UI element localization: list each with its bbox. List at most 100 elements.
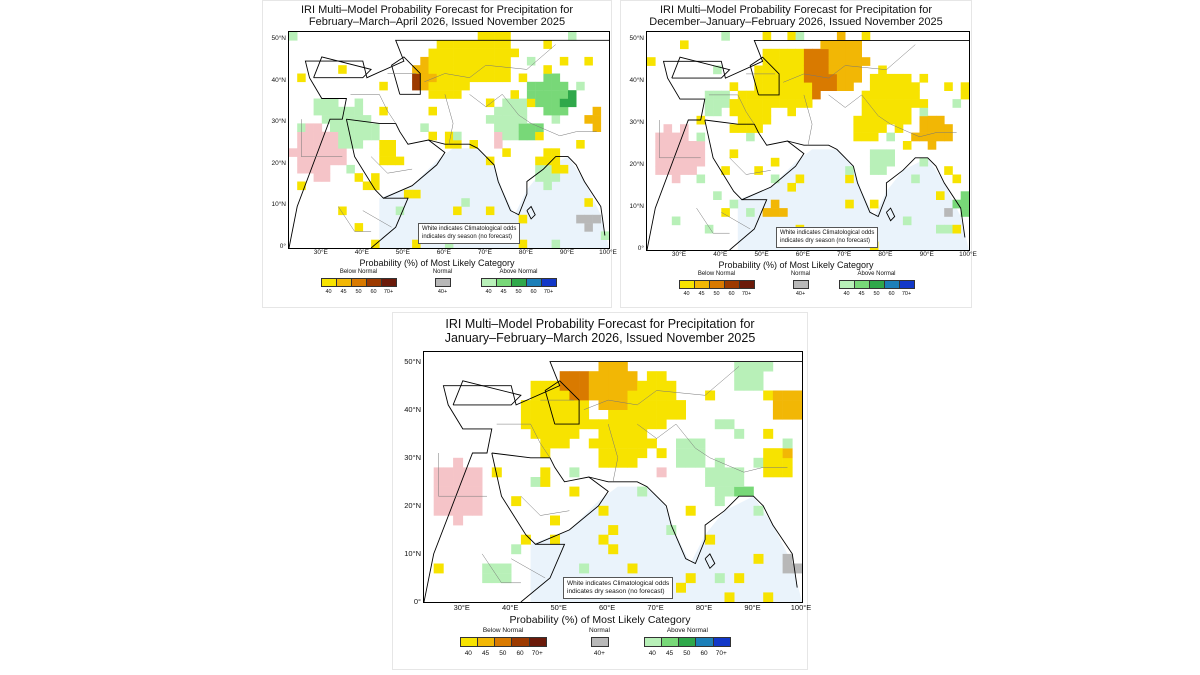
precipitation-map (288, 31, 610, 249)
longitude-label: 30°E (671, 251, 687, 258)
forecast-cell (472, 505, 483, 516)
forecast-cell (330, 148, 339, 157)
forecast-cell (787, 90, 796, 100)
climatology-note: White indicates Climatological odds indic… (776, 227, 879, 248)
forecast-cell (688, 149, 697, 159)
latitude-label: 50°N (271, 35, 286, 43)
forecast-cell (753, 361, 764, 372)
forecast-cell (502, 73, 511, 83)
forecast-cell (878, 90, 887, 100)
forecast-cell (853, 65, 862, 75)
forecast-cell (782, 400, 793, 410)
forecast-cell (608, 448, 619, 459)
panel-title-line2: December–January–February 2026, Issued N… (649, 16, 943, 28)
above-normal-swatch (869, 280, 885, 289)
forecast-cell (911, 90, 920, 100)
latitude-label: 0° (413, 597, 421, 606)
forecast-cell (754, 65, 763, 75)
forecast-cell (919, 107, 929, 117)
forecast-cell (770, 208, 780, 217)
forecast-cell (485, 65, 495, 74)
latitude-label: 20°N (629, 161, 644, 169)
forecast-cell (743, 486, 754, 497)
forecast-cell (461, 65, 470, 74)
legend-title: Probability (%) of Most Likely Category (718, 260, 874, 270)
forecast-cell (485, 115, 495, 124)
forecast-cell (379, 148, 388, 157)
latitude-label: 10°N (271, 201, 286, 209)
forecast-cell (551, 156, 561, 166)
forecast-cell (491, 467, 502, 478)
forecast-cell (453, 81, 462, 91)
forecast-cell (713, 65, 722, 75)
forecast-cell (491, 563, 502, 574)
longitude-label: 60°E (436, 249, 451, 256)
forecast-cell (520, 400, 531, 410)
forecast-cell (403, 189, 413, 199)
forecast-cell (763, 390, 774, 401)
normal-label: Normal (432, 269, 453, 275)
forecast-cell (729, 124, 739, 133)
above-normal-swatch (712, 637, 731, 648)
forecast-cell (656, 448, 667, 459)
forecast-cell (676, 448, 686, 459)
below-normal-swatch (476, 637, 496, 648)
forecast-cell (911, 174, 920, 184)
forecast-cell (608, 409, 619, 420)
forecast-cell (461, 81, 470, 91)
forecast-cell (617, 400, 628, 410)
forecast-cell (754, 99, 763, 108)
forecast-cell (944, 132, 953, 142)
forecast-cell (569, 467, 580, 478)
forecast-cell (936, 115, 945, 125)
panel-title-line1: IRI Multi–Model Probability Forecast for… (659, 4, 933, 16)
forecast-cell (362, 131, 372, 141)
forecast-cell (530, 390, 541, 401)
forecast-panel-fma: IRI Multi–Model Probability Forecast for… (262, 0, 617, 308)
above-normal-swatch (496, 278, 512, 287)
forecast-cell (936, 124, 945, 133)
forecast-cell (494, 65, 503, 74)
forecast-cell (792, 390, 802, 401)
forecast-cell (696, 149, 706, 159)
forecast-cell (637, 438, 648, 449)
forecast-cell (828, 82, 838, 91)
forecast-cell (695, 457, 706, 468)
forecast-cell (704, 224, 714, 234)
country-border (583, 366, 740, 410)
forecast-cell (762, 73, 772, 83)
coastline (452, 380, 522, 406)
forecast-cell (485, 32, 495, 41)
forecast-cell (518, 214, 528, 224)
forecast-cell (485, 56, 495, 66)
above-normal-tick: 60 (700, 650, 708, 657)
forecast-cell (763, 457, 774, 468)
forecast-cell (828, 65, 838, 75)
forecast-cell (469, 48, 478, 58)
forecast-cell (330, 131, 339, 141)
forecast-cell (491, 573, 502, 584)
forecast-cell (746, 132, 755, 142)
forecast-cell (576, 140, 585, 149)
forecast-cell (551, 173, 561, 182)
panel-title: IRI Multi–Model Probability Forecast for… (621, 4, 971, 28)
forecast-cell (754, 73, 763, 83)
forecast-cell (944, 124, 953, 133)
coastline (526, 205, 536, 220)
forecast-cell (696, 141, 706, 150)
forecast-cell (869, 99, 879, 108)
longitude-label: 70°E (647, 603, 664, 612)
forecast-cell (579, 563, 590, 574)
note-line1: White indicates Climatological odds (780, 230, 875, 236)
above-normal-tick: 70+ (715, 650, 727, 657)
forecast-cell (705, 467, 716, 478)
forecast-cell (494, 40, 503, 49)
forecast-cell (485, 40, 495, 49)
forecast-cell (354, 115, 364, 124)
forecast-cell (598, 361, 609, 372)
forecast-cell (579, 409, 590, 420)
forecast-cell (724, 477, 735, 487)
forecast-cell (608, 400, 619, 410)
forecast-cell (688, 157, 697, 167)
forecast-cell (770, 73, 780, 83)
